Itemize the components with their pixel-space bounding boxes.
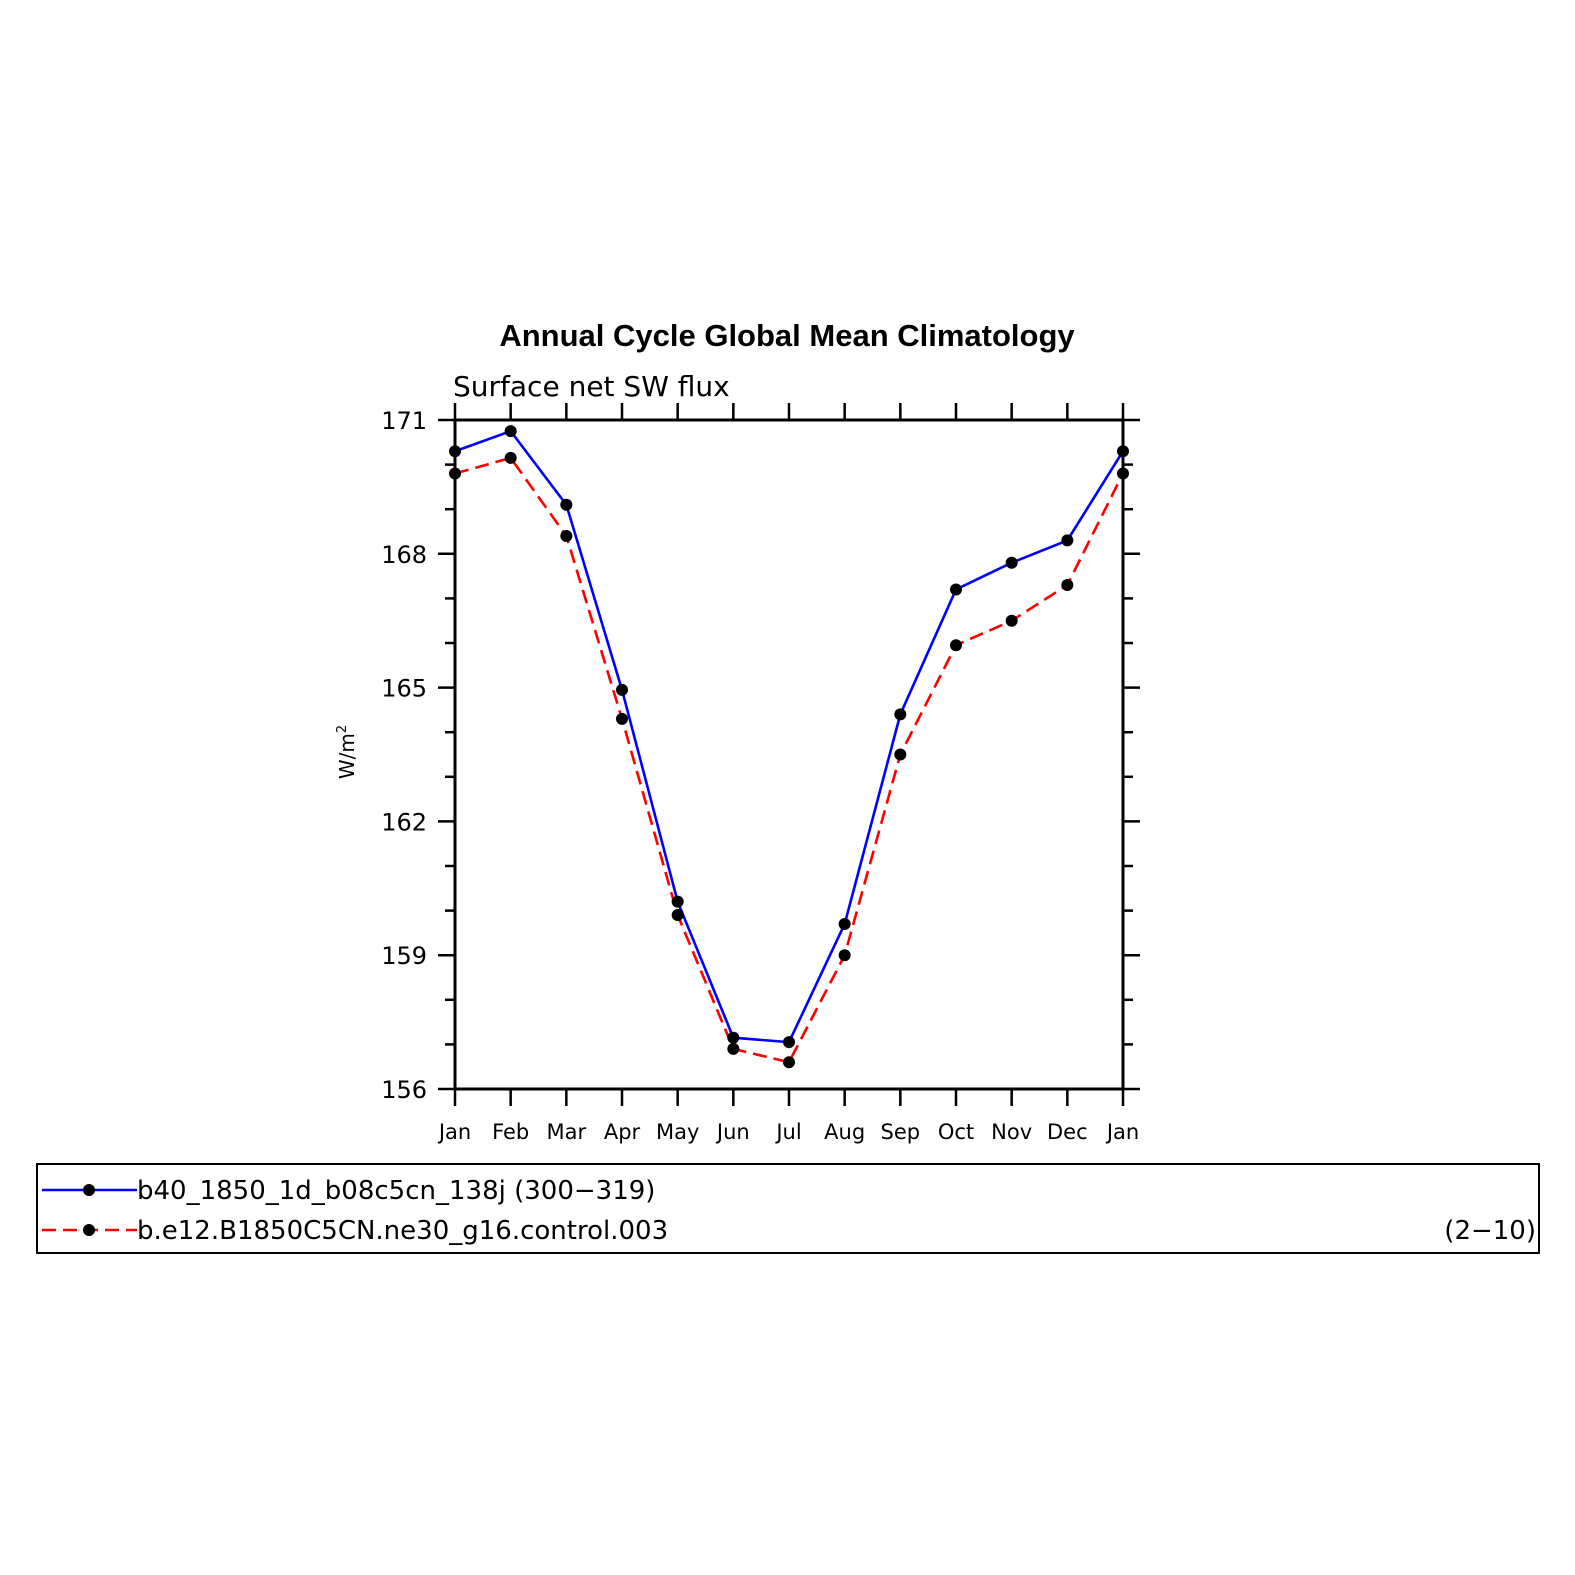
y-tick-label: 171	[381, 407, 427, 435]
series-2-point	[449, 467, 461, 480]
x-tick-label: Dec	[1047, 1120, 1088, 1144]
y-tick-label: 159	[381, 942, 427, 970]
x-tick-label: Aug	[824, 1120, 865, 1144]
series-1-point	[950, 583, 962, 596]
series-1-point	[1005, 556, 1018, 569]
series-2-point	[783, 1056, 795, 1069]
series-2-point	[560, 529, 573, 542]
legend-box	[36, 1163, 1540, 1254]
legend-entries: b40_1850_1d_b08c5cn_138j (300−319) b.e12.…	[42, 1176, 1536, 1246]
series-1-point	[838, 917, 851, 930]
y-axis-label-base: W/m	[335, 733, 359, 779]
y-tick-label: 165	[381, 675, 427, 703]
series-1-point	[783, 1036, 795, 1049]
series-1-point	[449, 445, 461, 458]
y-tick-label: 156	[381, 1076, 427, 1104]
legend: b40_1850_1d_b08c5cn_138j (300−319) b.e12.…	[36, 1163, 1540, 1254]
series-2-point	[894, 748, 907, 761]
series-2-point	[671, 909, 684, 922]
y-axis-label: W/m2	[335, 725, 359, 779]
series-2-point	[950, 639, 962, 652]
series-1-point	[727, 1031, 740, 1044]
series-1-point	[504, 425, 517, 438]
chart-title: Annual Cycle Global Mean Climatology	[499, 318, 1075, 353]
x-tick-label: Feb	[492, 1120, 529, 1144]
legend-marker-1	[83, 1184, 95, 1196]
legend-label-1: b40_1850_1d_b08c5cn_138j (300−319)	[137, 1176, 655, 1206]
series-2-point	[504, 451, 517, 464]
axes: 156 159 162 165 168 171 Jan Feb Mar Apr May Jun Jul A…	[381, 403, 1140, 1144]
series-1-point	[1061, 534, 1074, 547]
series-2-point	[1061, 579, 1074, 592]
x-tick-label: Jul	[774, 1120, 801, 1144]
x-tick-label: Apr	[604, 1120, 641, 1144]
series-1-point	[560, 498, 573, 511]
x-tick-label: Nov	[991, 1120, 1032, 1144]
series-2-point	[727, 1042, 740, 1055]
x-tick-label: Oct	[938, 1120, 974, 1144]
y-tick-label: 162	[381, 808, 427, 836]
y-axis-label-sup: 2	[335, 725, 350, 733]
x-tick-label: Jun	[715, 1120, 750, 1144]
series-2-point	[616, 712, 628, 725]
legend-marker-2	[83, 1224, 95, 1236]
series-line-1	[454, 429, 1125, 1044]
series-layer	[449, 425, 1129, 1069]
series-1-point	[671, 895, 684, 908]
series-2-point	[838, 949, 851, 962]
series-2-point	[1005, 614, 1018, 627]
x-tick-label: Sep	[881, 1120, 921, 1144]
y-tick-label: 168	[381, 541, 427, 569]
series-line-2	[454, 456, 1125, 1064]
x-tick-label: Mar	[547, 1120, 587, 1144]
x-tick-label: May	[656, 1120, 699, 1144]
chart-subtitle: Surface net SW flux	[453, 370, 730, 403]
legend-label-2: b.e12.B1850C5CN.ne30_g16.control.003	[137, 1216, 668, 1246]
x-tick-label: Jan	[437, 1120, 471, 1144]
x-tick-label: Jan	[1105, 1120, 1139, 1144]
series-1-point	[1117, 445, 1129, 458]
series-1-point	[616, 683, 628, 696]
series-1-point	[894, 708, 907, 721]
series-2-point	[1117, 467, 1129, 480]
legend-suffix-2: (2−10)	[1444, 1216, 1536, 1246]
